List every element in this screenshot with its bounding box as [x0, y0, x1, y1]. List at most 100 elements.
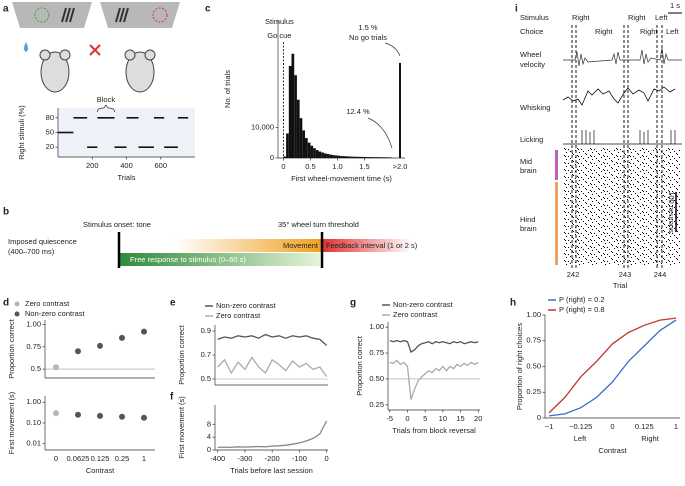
panel-label: a — [3, 4, 9, 15]
line — [389, 359, 479, 400]
panel-label: i — [515, 4, 518, 15]
row-label: Choice — [520, 27, 543, 36]
x-axis-label: Trial — [613, 281, 628, 290]
choice: Right — [595, 27, 613, 36]
legend-marker — [14, 301, 20, 307]
bar — [388, 157, 392, 158]
bar — [305, 138, 308, 158]
bar — [356, 156, 360, 158]
panel-label: g — [350, 298, 356, 309]
x-tick-label: -300 — [237, 454, 252, 463]
panel-label: b — [3, 207, 9, 218]
bar — [337, 155, 341, 158]
timeline: Stimulus onset: tone 35° wheel turn thre… — [8, 220, 418, 268]
arrow — [384, 42, 401, 57]
y-tick-label: 1.00 — [26, 397, 41, 406]
task-diagram — [12, 2, 195, 157]
legend-label: Zero contrast — [25, 299, 70, 308]
annotation: 1.5 % — [358, 23, 378, 32]
bar — [313, 148, 316, 158]
x-tick-label: 200 — [86, 161, 99, 170]
y-tick-label: 0.75 — [526, 336, 541, 345]
bar — [329, 154, 333, 158]
line — [389, 339, 479, 353]
stimulus-onset: Stimulus onset: tone — [83, 220, 151, 229]
panel-label: f — [170, 392, 174, 403]
panel-label: d — [3, 298, 9, 309]
x-axis-label: Trials before last session — [230, 466, 313, 475]
y-tick-label: 0.25 — [369, 400, 384, 409]
y-tick-label: 50 — [46, 127, 54, 136]
legend-label: Zero contrast — [216, 311, 261, 320]
annotation: Stimulus — [265, 17, 294, 26]
bar — [321, 152, 324, 158]
x-tick-label: -5 — [386, 414, 393, 423]
y-tick-label: 0.5 — [31, 364, 41, 373]
point — [53, 410, 59, 417]
bar — [380, 157, 384, 158]
panel-label: c — [205, 4, 211, 15]
legend-label: Non-zero contrast — [393, 300, 454, 309]
stimulus-side: Right — [628, 13, 646, 22]
y-tick-label: 0 — [207, 445, 211, 454]
x-tick-label: 0.25 — [115, 454, 130, 463]
quiescence: (400–700 ms) — [8, 247, 55, 256]
y-tick-label: 0.75 — [369, 348, 384, 357]
x-tick-label: −0.125 — [569, 422, 592, 431]
x-tick-label: 0 — [405, 414, 409, 423]
y-tick-label: 0 — [537, 413, 541, 422]
x-tick-label: 10 — [439, 414, 447, 423]
point — [75, 348, 81, 355]
bar — [345, 156, 349, 158]
line — [548, 319, 677, 417]
point — [141, 328, 147, 335]
x-axis-label: First wheel-movement time (s) — [291, 174, 392, 183]
row-label: Licking — [520, 135, 543, 144]
bar — [375, 157, 378, 158]
y-tick-label: 4 — [207, 432, 211, 441]
y-tick-label: 1.00 — [369, 322, 384, 331]
choice: Left — [666, 27, 679, 36]
x-tick-label: 0 — [325, 454, 329, 463]
bar — [364, 156, 368, 158]
bar — [283, 156, 287, 158]
x-tick-label: 400 — [120, 161, 133, 170]
row-label: Mid — [520, 157, 532, 166]
stimulus-side: Right — [572, 13, 590, 22]
bar — [369, 157, 373, 158]
bar — [342, 156, 346, 158]
quiescence: Imposed quiescence — [8, 237, 77, 246]
bar — [367, 157, 370, 158]
x-tick-label: -400 — [210, 454, 225, 463]
bar — [296, 99, 300, 158]
point — [97, 342, 103, 349]
line — [217, 333, 328, 346]
y-tick-label: 8 — [207, 419, 211, 428]
annotation: Go cue — [267, 31, 291, 40]
x-tick-label: 0 — [281, 162, 285, 171]
y-axis-label: No. of trials — [223, 70, 232, 108]
point — [119, 413, 125, 420]
x-tick-label: -100 — [292, 454, 307, 463]
y-tick-label: 0 — [270, 153, 274, 162]
trial-number: 242 — [567, 270, 580, 279]
threshold: 35° wheel turn threshold — [278, 220, 359, 229]
y-tick-label: 0.10 — [26, 418, 41, 427]
legend-label: P (right) = 0.8 — [559, 305, 605, 314]
bar — [383, 157, 387, 158]
y-tick-label: 10,000 — [251, 122, 274, 131]
point — [97, 412, 103, 419]
bar — [323, 153, 327, 158]
bar — [340, 156, 343, 158]
brace — [97, 104, 115, 113]
y-axis-label: First movement (s) — [177, 396, 186, 459]
choice: Right — [640, 27, 658, 36]
x-tick-label: −1 — [545, 422, 554, 431]
stimulus-side: Left — [655, 13, 668, 22]
bar — [353, 156, 357, 158]
y-axis-label: First movement (s) — [7, 391, 16, 454]
x-tick-label: 20 — [474, 414, 482, 423]
row-label: brain — [520, 166, 537, 175]
bar — [310, 145, 314, 158]
annotation: No go trials — [349, 33, 387, 42]
